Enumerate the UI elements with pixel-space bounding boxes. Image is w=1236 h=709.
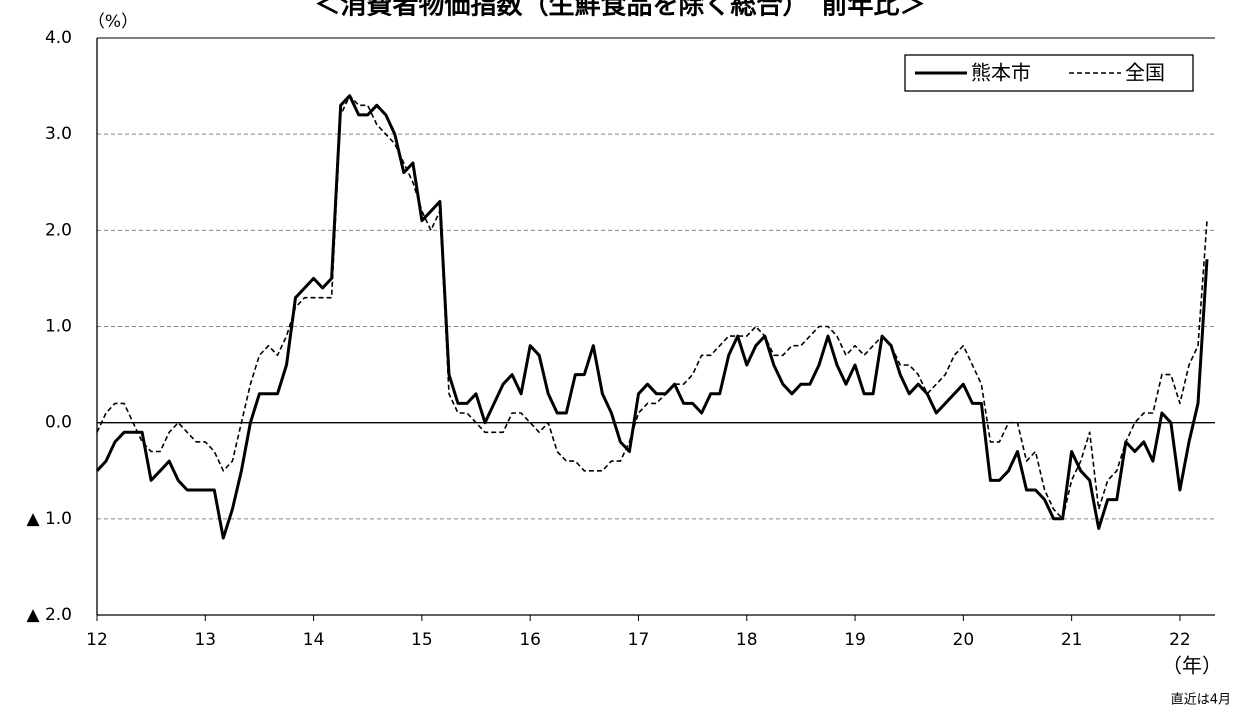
y-axis-label: （%） <box>88 12 138 32</box>
x-tick-label: 20 <box>953 630 975 650</box>
y-tick-label: 1.0 <box>45 317 72 337</box>
x-tick-label: 15 <box>411 630 433 650</box>
chart-title: ＜消費者物価指数（生鮮食品を除く総合） 前年比＞ <box>314 0 925 21</box>
x-tick-label: 17 <box>628 630 650 650</box>
y-tick-label: 4.0 <box>45 28 72 48</box>
y-tick-label: 3.0 <box>45 124 72 144</box>
y-tick-label: ▲ 2.0 <box>26 605 72 625</box>
x-tick-label: 12 <box>86 630 108 650</box>
x-tick-label: 14 <box>303 630 325 650</box>
x-tick-label: 18 <box>736 630 758 650</box>
x-tick-label: 16 <box>519 630 541 650</box>
x-tick-label: 22 <box>1169 630 1191 650</box>
x-tick-label: 19 <box>844 630 866 650</box>
x-tick-label: 21 <box>1061 630 1083 650</box>
data-line <box>96 94 1208 520</box>
legend-label: 全国 <box>1125 61 1165 85</box>
legend-label: 熊本市 <box>971 61 1031 85</box>
y-tick-label: ▲ 1.0 <box>26 509 72 529</box>
x-tick-label: 13 <box>194 630 216 650</box>
data-line <box>95 94 1209 540</box>
y-tick-label: 0.0 <box>45 413 72 433</box>
y-tick-label: 2.0 <box>45 220 72 240</box>
x-axis-label: （年） <box>1162 654 1222 678</box>
note: 直近は4月 <box>1171 692 1231 708</box>
